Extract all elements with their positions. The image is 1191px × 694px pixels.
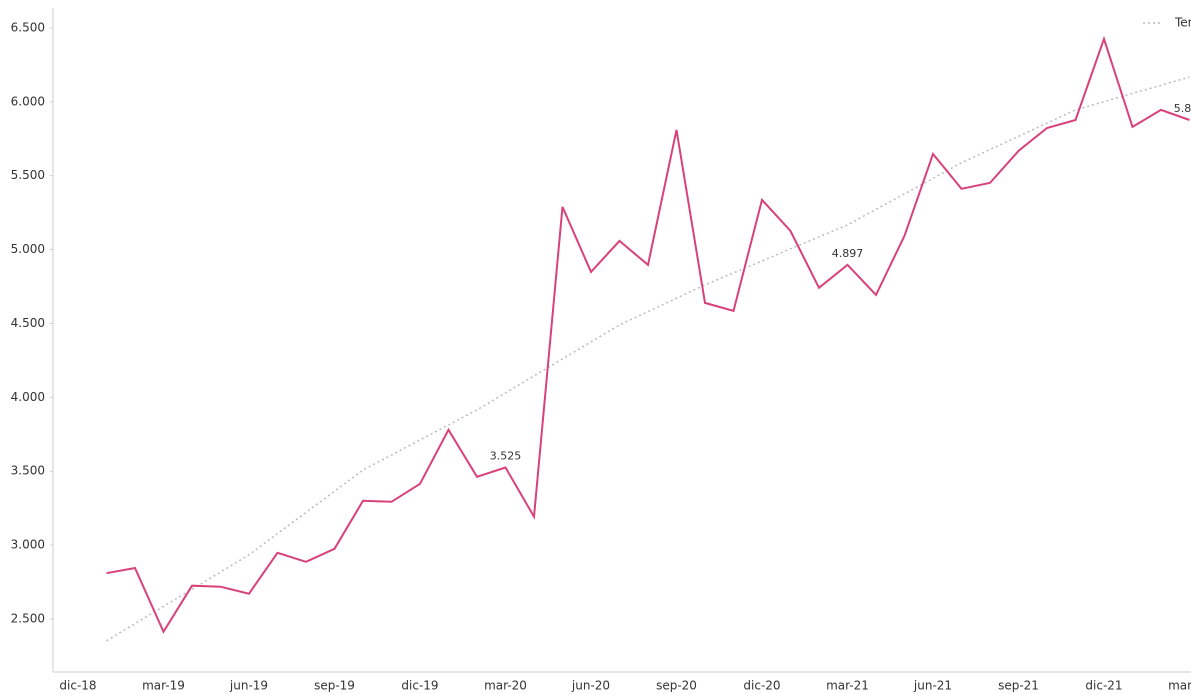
x-tick-label: mar-20: [484, 679, 527, 693]
y-tick-label: 3.000: [11, 538, 45, 552]
x-tick-label: dic-19: [401, 679, 438, 693]
y-tick-label: 6.000: [11, 94, 45, 108]
x-tick-label: sep-20: [656, 679, 697, 693]
x-tick-label: sep-21: [998, 679, 1039, 693]
x-tick-label: dic-18: [59, 679, 96, 693]
y-tick-label: 3.500: [11, 464, 45, 478]
x-tick-label: mar-21: [826, 679, 869, 693]
legend-label: Tendencia: [1174, 16, 1191, 30]
trend-line: [106, 76, 1190, 642]
x-tick-label: sep-19: [314, 679, 355, 693]
x-tick-label: dic-21: [1085, 679, 1122, 693]
data-label: 4.897: [832, 247, 864, 260]
x-tick-label: dic-20: [743, 679, 780, 693]
y-tick-label: 4.000: [11, 390, 45, 404]
y-tick-label: 2.500: [11, 611, 45, 625]
x-tick-label: jun-21: [913, 679, 952, 693]
y-tick-label: 4.500: [11, 316, 45, 330]
x-tick-label: mar-22: [1168, 679, 1191, 693]
x-tick-label: jun-19: [229, 679, 268, 693]
y-tick-label: 6.500: [11, 20, 45, 34]
y-tick-label: 5.000: [11, 242, 45, 256]
x-tick-label: mar-19: [142, 679, 185, 693]
x-tick-label: jun-20: [571, 679, 610, 693]
y-tick-label: 5.500: [11, 168, 45, 182]
series-line: [106, 35, 1190, 634]
data-label: 3.525: [490, 450, 522, 463]
data-label: 5.877: [1174, 102, 1191, 115]
